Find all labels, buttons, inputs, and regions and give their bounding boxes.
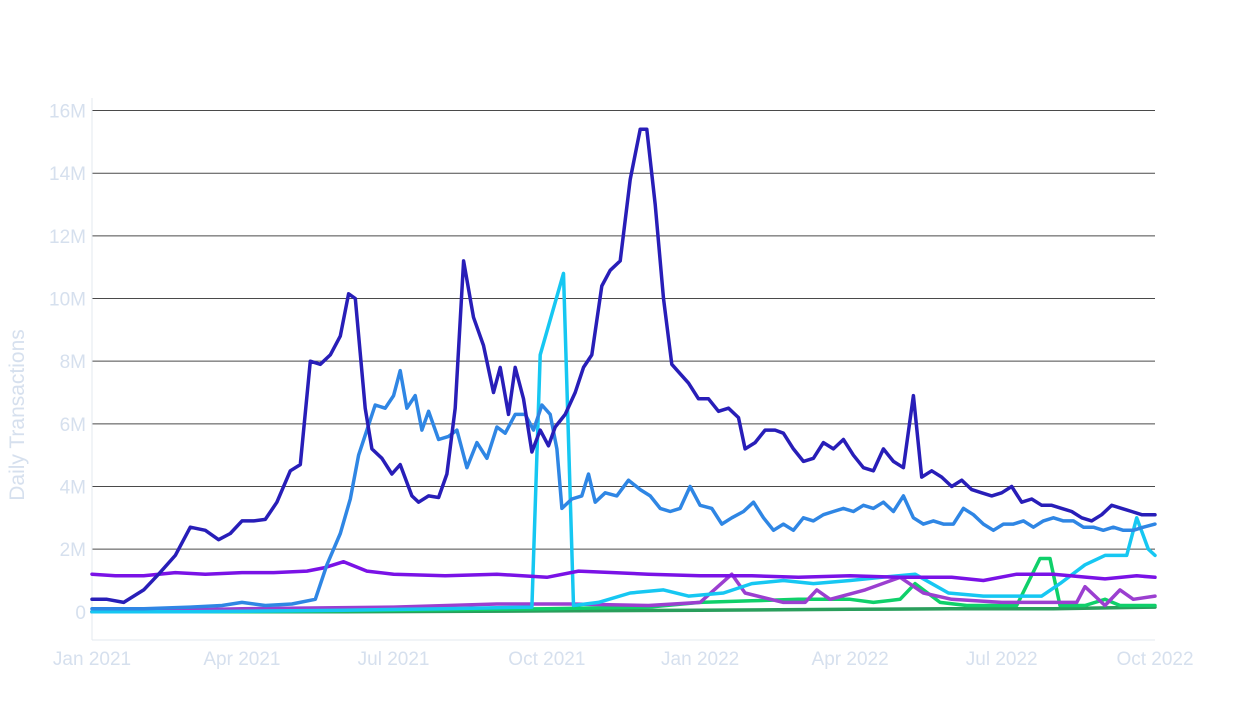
series-line-2 <box>90 368 1157 611</box>
x-tick-label: Apr 2022 <box>812 649 889 670</box>
y-tick-label: 0 <box>75 603 86 624</box>
series-line-6 <box>90 556 1157 614</box>
x-tick-label: Apr 2021 <box>203 649 280 670</box>
y-tick-label: 4M <box>60 477 86 498</box>
y-tick-label: 12M <box>49 227 86 248</box>
y-axis-title: Daily Transactions <box>6 329 29 501</box>
series-line-3 <box>90 271 1157 614</box>
x-tick-label: Jul 2021 <box>358 649 430 670</box>
series-line-4 <box>90 559 1157 583</box>
y-tick-label: 16M <box>49 102 86 123</box>
y-tick-label: 14M <box>49 164 86 185</box>
series-line-5 <box>90 572 1157 614</box>
y-tick-label: 8M <box>60 352 86 373</box>
gridlines <box>92 110 1155 550</box>
x-tick-labels: Jan 2021 Apr 2021 Jul 2021 Oct 2021 Jan 2022… <box>53 649 1194 670</box>
axes <box>91 98 1155 641</box>
series-lines <box>90 127 1157 614</box>
series-line-1 <box>90 127 1157 605</box>
x-tick-label: Jan 2022 <box>661 649 739 670</box>
y-tick-label: 10M <box>49 290 86 311</box>
y-tick-label: 2M <box>60 540 86 561</box>
x-tick-label: Jan 2021 <box>53 649 131 670</box>
y-tick-label: 6M <box>60 415 86 436</box>
x-tick-label: Jul 2022 <box>966 649 1038 670</box>
x-tick-label: Oct 2022 <box>1116 649 1193 670</box>
y-tick-labels: 0 2M 4M 6M 8M 10M 12M 14M 16M <box>49 102 86 624</box>
x-tick-label: Oct 2021 <box>508 649 585 670</box>
